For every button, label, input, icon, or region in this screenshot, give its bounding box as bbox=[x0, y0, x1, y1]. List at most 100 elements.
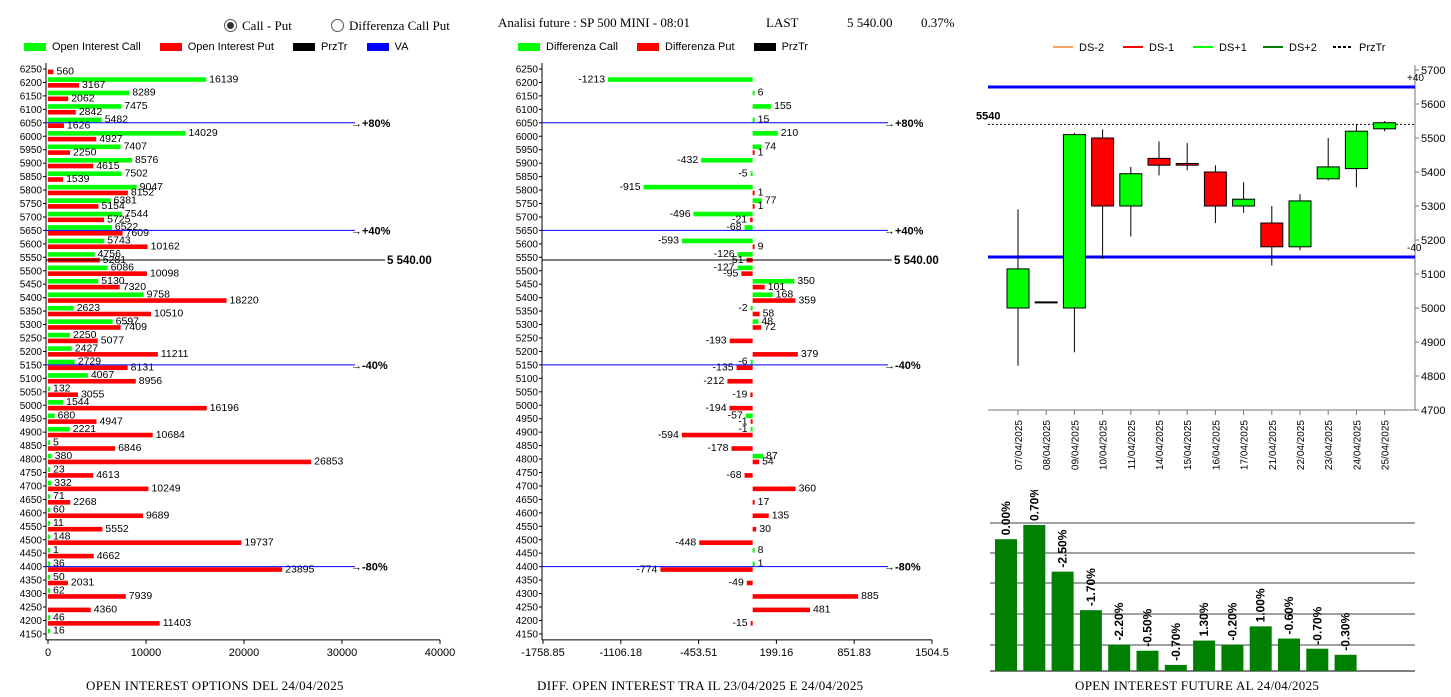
bar-put bbox=[752, 352, 798, 357]
bar-value-label: 5482 bbox=[105, 114, 129, 126]
bar-value-label: 4756 bbox=[98, 248, 122, 260]
strike-tick-label: 5150 bbox=[516, 360, 539, 371]
bar-value-label: 4360 bbox=[94, 604, 118, 616]
bar-value-label: 2250 bbox=[73, 146, 97, 158]
legend-label: DS+2 bbox=[1289, 42, 1317, 54]
strike-tick-label: 4300 bbox=[516, 589, 539, 600]
strike-tick-label: 4550 bbox=[516, 522, 539, 533]
bar-put bbox=[48, 298, 227, 303]
bar-call bbox=[48, 131, 186, 136]
bar-put bbox=[48, 392, 78, 397]
radio-call-put[interactable]: Call - Put bbox=[224, 18, 292, 34]
bar-call bbox=[752, 279, 795, 284]
legend-diff-call: Differenza Call bbox=[546, 41, 618, 53]
bar-value-label: 5154 bbox=[102, 200, 126, 212]
va-line-label: →+80% bbox=[351, 118, 391, 130]
bar-value-label: 6381 bbox=[114, 194, 138, 206]
strike-tick-label: 5000 bbox=[20, 401, 43, 412]
diff-legend: Differenza Call Differenza Put PrzTr bbox=[518, 41, 824, 53]
va-line-label: →-80% bbox=[884, 562, 921, 574]
candle-body bbox=[1288, 200, 1312, 248]
bar-value-label: -193 bbox=[706, 335, 727, 347]
bar-value-label: 6 bbox=[758, 87, 764, 99]
bar-value-label: 6846 bbox=[118, 442, 142, 454]
bar-call bbox=[737, 265, 753, 271]
bar-value-label: 8131 bbox=[131, 362, 155, 374]
bar-call bbox=[752, 561, 755, 567]
bar-put bbox=[752, 513, 769, 519]
y-tick-label: 5500 bbox=[1421, 133, 1445, 145]
bar-call bbox=[752, 104, 772, 109]
bar-put bbox=[48, 284, 120, 290]
bar-value-label: 18220 bbox=[230, 294, 259, 306]
va-line-label: →-80% bbox=[351, 562, 388, 574]
bar-call bbox=[681, 238, 753, 244]
strike-tick-label: 5950 bbox=[516, 145, 539, 156]
future-oi-label: 1.30% bbox=[1197, 602, 1211, 636]
candle-body bbox=[1232, 198, 1256, 207]
bar-put bbox=[48, 204, 99, 209]
bar-put bbox=[752, 500, 755, 505]
x-tick-label: 21/04/2025 bbox=[1268, 420, 1279, 470]
strike-tick-label: 4600 bbox=[20, 508, 43, 519]
x-tick-label: 22/04/2025 bbox=[1296, 420, 1307, 470]
bar-value-label: 1 bbox=[758, 187, 764, 199]
bar-value-label: -15 bbox=[732, 617, 747, 629]
future-oi-bar bbox=[1051, 571, 1074, 671]
radio-selected-icon[interactable] bbox=[224, 19, 237, 32]
bar-value-label: 10249 bbox=[151, 483, 180, 495]
bar-put bbox=[48, 338, 98, 344]
radio-unselected-icon[interactable] bbox=[331, 19, 344, 32]
bar-put bbox=[752, 607, 810, 613]
bar-call bbox=[48, 561, 50, 567]
candle-body bbox=[1062, 134, 1086, 309]
bar-value-label: 2221 bbox=[73, 423, 97, 435]
bar-call bbox=[48, 184, 137, 190]
bar-call bbox=[48, 238, 105, 244]
strike-tick-label: 5750 bbox=[516, 199, 539, 210]
bar-put bbox=[750, 217, 753, 223]
strike-tick-label: 5650 bbox=[20, 226, 43, 237]
bar-value-label: 7939 bbox=[129, 590, 153, 602]
strike-tick-label: 6100 bbox=[20, 105, 43, 116]
strike-tick-label: 5750 bbox=[20, 199, 43, 210]
bar-call bbox=[48, 534, 50, 540]
x-tick-label: 20000 bbox=[229, 647, 260, 659]
strike-tick-label: 6100 bbox=[516, 105, 539, 116]
bar-put bbox=[729, 405, 753, 411]
bar-value-label: 7409 bbox=[124, 321, 148, 333]
bar-call bbox=[48, 615, 50, 620]
bar-call bbox=[752, 144, 762, 150]
strike-tick-label: 4350 bbox=[516, 576, 539, 587]
bar-call bbox=[48, 144, 121, 150]
bar-call bbox=[48, 507, 50, 513]
bar-value-label: 7502 bbox=[125, 167, 149, 179]
bar-put bbox=[752, 150, 755, 155]
bar-value-label: 58 bbox=[763, 308, 775, 320]
bar-value-label: 4662 bbox=[97, 550, 121, 562]
radio-diff-call-put[interactable]: Differenza Call Put bbox=[331, 18, 450, 34]
blue-level-label: +40 bbox=[1407, 73, 1424, 84]
bar-put bbox=[48, 553, 94, 559]
future-oi-bar bbox=[995, 539, 1017, 671]
va-line-label: →+40% bbox=[884, 225, 924, 237]
price-line-label: 5540 bbox=[976, 110, 1000, 122]
bar-put bbox=[48, 486, 149, 492]
x-tick-label: 09/04/2025 bbox=[1070, 420, 1081, 470]
analysis-title: Analisi future : SP 500 MINI - 08:01 bbox=[498, 15, 690, 30]
bar-put bbox=[48, 594, 126, 599]
bar-put bbox=[48, 607, 91, 613]
bar-value-label: 16 bbox=[53, 625, 65, 637]
bar-call bbox=[48, 440, 50, 445]
bar-value-label: 48 bbox=[761, 315, 773, 327]
strike-tick-label: 5050 bbox=[516, 387, 539, 398]
strike-tick-label: 4450 bbox=[20, 549, 43, 560]
bar-value-label: 8 bbox=[758, 544, 764, 556]
strike-tick-label: 5250 bbox=[20, 334, 43, 345]
x-tick-label: 14/04/2025 bbox=[1155, 420, 1166, 470]
bar-put bbox=[48, 365, 128, 371]
bar-call bbox=[48, 588, 50, 593]
strike-tick-label: 4250 bbox=[516, 603, 539, 614]
bar-value-label: -496 bbox=[670, 208, 691, 220]
bar-value-label: -915 bbox=[620, 181, 641, 193]
